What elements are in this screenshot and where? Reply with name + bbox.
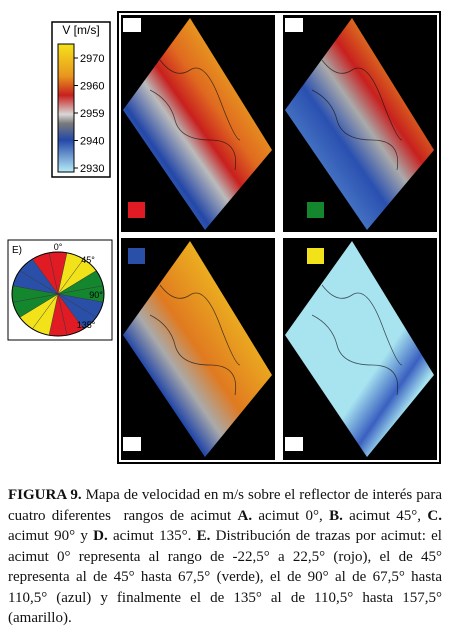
caption-text: acimut 135°.	[107, 528, 197, 544]
rose-angle: 90°	[89, 290, 103, 300]
caption-text: acimut 0°,	[252, 507, 330, 524]
azimuth-swatch	[307, 202, 324, 218]
panel-label-bg	[285, 18, 303, 32]
colorbar-title: V [m/s]	[62, 23, 99, 37]
colorbar-tick-label: 2959	[80, 108, 104, 120]
caption-text: C.	[427, 507, 442, 524]
caption-text: B.	[329, 507, 343, 524]
caption-text: Mapa de velocidad en m/s sobre el reflec…	[8, 487, 446, 524]
velocity-map	[123, 18, 272, 230]
rose-angle: 45°	[81, 255, 95, 265]
caption-text: E.	[196, 528, 211, 544]
rose-outline	[11, 251, 105, 337]
colorbar-tick-label: 2970	[80, 53, 104, 65]
velocity-map	[285, 241, 434, 457]
caption-text: A.	[237, 507, 253, 524]
colorbar-tick-label: 2940	[80, 136, 104, 148]
colorbar-tick-label: 2960	[80, 81, 104, 93]
rose-label: E)	[12, 245, 22, 256]
caption-text: acimut 45°,	[342, 507, 428, 524]
caption-text: acimut 90° y	[8, 507, 446, 544]
panel-label-bg	[123, 18, 141, 32]
colorbar-tick-label: 2930	[80, 163, 104, 175]
rose-angle: 135°	[77, 320, 96, 330]
colorbar	[57, 43, 75, 173]
velocity-map	[123, 241, 272, 457]
caption-text: D.	[93, 528, 108, 544]
panel-label-bg	[285, 437, 303, 451]
panel-label-bg	[123, 437, 141, 451]
azimuth-swatch	[128, 202, 145, 218]
caption-text: Distribución de trazas por acimut: el ac…	[8, 528, 446, 626]
rose-angle: 0°	[54, 242, 63, 252]
caption-text: FIGURA 9.	[8, 487, 82, 503]
azimuth-swatch	[307, 248, 324, 264]
contours	[149, 59, 403, 396]
azimuth-swatch	[128, 248, 145, 264]
velocity-map	[285, 18, 434, 230]
caption: FIGURA 9. Mapa de velocidad en m/s sobre…	[8, 485, 442, 629]
